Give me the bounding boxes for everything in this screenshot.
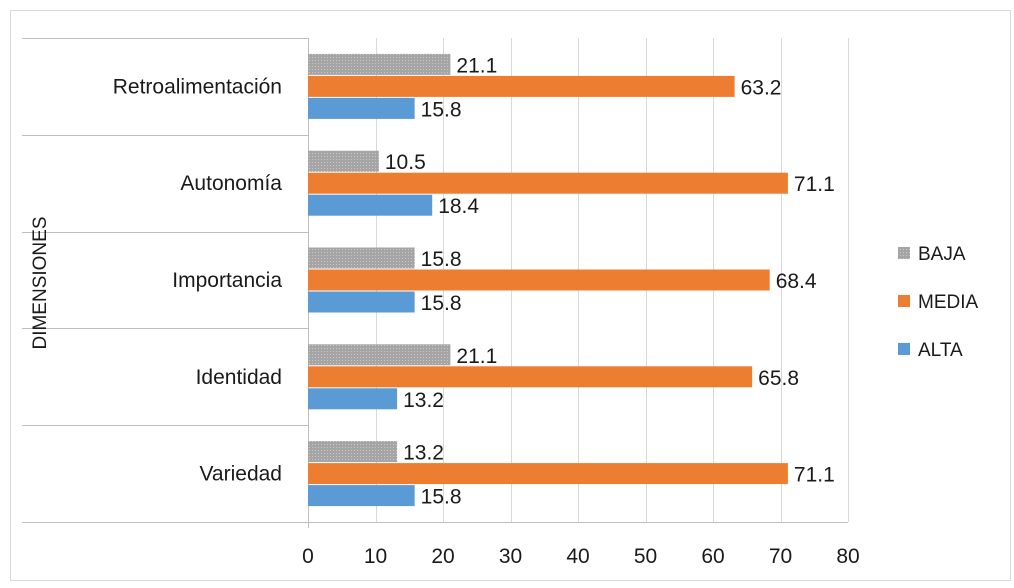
data-label: 68.4 xyxy=(776,270,817,293)
bar-media xyxy=(308,463,788,485)
bars xyxy=(308,53,788,507)
bar-baja xyxy=(308,150,379,172)
data-label: 21.1 xyxy=(456,345,497,368)
data-label: 10.5 xyxy=(385,151,426,174)
bar-alta xyxy=(308,194,433,216)
x-tick-label: 0 xyxy=(302,545,314,568)
category-label: Identidad xyxy=(196,366,282,389)
x-tick-label: 20 xyxy=(431,545,454,568)
data-label: 71.1 xyxy=(794,173,835,196)
data-label: 71.1 xyxy=(794,464,835,487)
bar-alta xyxy=(308,291,415,313)
legend: BAJA MEDIA ALTA xyxy=(898,244,979,361)
category-label: Variedad xyxy=(199,463,282,486)
data-label: 21.1 xyxy=(456,54,497,77)
bar-alta xyxy=(308,485,415,507)
data-label: 63.2 xyxy=(741,76,782,99)
x-tick-label: 80 xyxy=(836,545,859,568)
chart-border xyxy=(10,10,1011,581)
bar-media xyxy=(308,269,770,291)
bar-baja xyxy=(308,344,451,366)
bar-media xyxy=(308,75,735,97)
bar-media xyxy=(308,366,753,388)
legend-label-media: MEDIA xyxy=(918,292,979,313)
x-tick-label: 10 xyxy=(364,545,387,568)
data-label: 15.8 xyxy=(421,486,462,509)
data-label: 15.8 xyxy=(421,248,462,271)
category-label: Importancia xyxy=(172,269,282,292)
data-label: 15.8 xyxy=(421,292,462,315)
x-tick-label: 40 xyxy=(566,545,589,568)
y-axis-title: DIMENSIONES xyxy=(30,216,51,349)
data-label: 15.8 xyxy=(421,98,462,121)
bar-media xyxy=(308,172,788,194)
x-tick-label: 70 xyxy=(769,545,792,568)
bar-alta xyxy=(308,97,415,119)
data-label: 13.2 xyxy=(403,442,444,465)
data-label: 18.4 xyxy=(438,195,479,218)
bar-alta xyxy=(308,388,398,410)
bar-baja xyxy=(308,247,415,269)
category-label: Autonomía xyxy=(180,172,282,195)
data-label: 65.8 xyxy=(758,367,799,390)
data-label: 13.2 xyxy=(403,389,444,412)
bar-baja xyxy=(308,441,398,463)
legend-swatch-media xyxy=(898,295,910,307)
legend-swatch-alta xyxy=(898,343,910,355)
x-tick-label: 30 xyxy=(499,545,522,568)
legend-label-alta: ALTA xyxy=(918,340,963,361)
legend-swatch-baja xyxy=(898,247,910,259)
x-tick-label: 60 xyxy=(701,545,724,568)
x-tick-label: 50 xyxy=(634,545,657,568)
bar-baja xyxy=(308,53,451,75)
category-label: Retroalimentación xyxy=(113,75,282,98)
legend-label-baja: BAJA xyxy=(918,244,966,265)
labels: 0 10 20 30 40 50 60 70 80 Variedad 15.8 71.1 13.2 Ide… xyxy=(113,54,860,568)
